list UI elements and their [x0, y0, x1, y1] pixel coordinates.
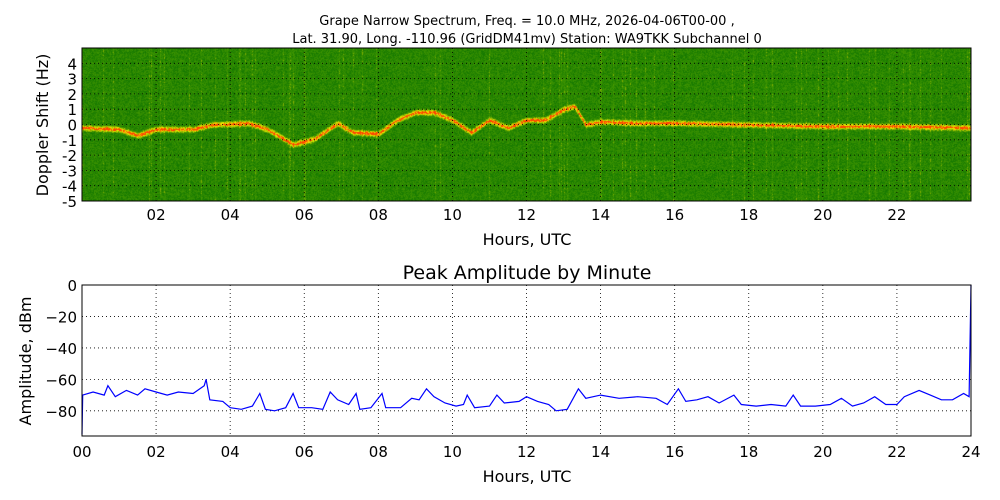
- spectrum-x-tick-label: 14: [591, 206, 610, 224]
- spectrum-title-line2: Lat. 31.90, Long. -110.96 (GridDM41mv) S…: [292, 32, 762, 47]
- amplitude-y-tick-label: −80: [45, 403, 77, 421]
- spectrum-y-label: Doppler Shift (Hz): [33, 54, 52, 197]
- amplitude-x-tick-label: 08: [369, 443, 388, 461]
- spectrum-x-tick-label: 08: [369, 206, 388, 224]
- amplitude-title: Peak Amplitude by Minute: [403, 262, 652, 284]
- spectrum-y-tick-label: 1: [67, 101, 77, 119]
- spectrum-x-tick-label: 12: [517, 206, 536, 224]
- spectrum-x-tick-label: 16: [665, 206, 684, 224]
- spectrum-y-tick-label: 0: [67, 117, 77, 135]
- amplitude-y-tick-label: 0: [67, 277, 77, 295]
- amplitude-x-tick-label: 02: [147, 443, 166, 461]
- amplitude-x-tick-label: 12: [517, 443, 536, 461]
- amplitude-y-tick-label: −40: [45, 340, 77, 358]
- amplitude-x-tick-label: 04: [221, 443, 240, 461]
- spectrum-x-tick-label: 06: [295, 206, 314, 224]
- spectrum-x-label: Hours, UTC: [483, 230, 572, 249]
- amplitude-x-tick-label: 06: [295, 443, 314, 461]
- spectrum-y-tick-label: -2: [62, 147, 77, 165]
- amplitude-x-tick-label: 18: [739, 443, 758, 461]
- spectrum-x-tick-label: 02: [147, 206, 166, 224]
- spectrum-y-tick-label: -3: [62, 162, 77, 180]
- spectrum-title-line1: Grape Narrow Spectrum, Freq. = 10.0 MHz,…: [319, 14, 734, 29]
- amplitude-x-tick-label: 00: [72, 443, 91, 461]
- spectrum-y-tick-label: -1: [62, 132, 77, 150]
- amplitude-x-tick-label: 10: [443, 443, 462, 461]
- spectrum-x-tick-label: 20: [813, 206, 832, 224]
- amplitude-x-tick-label: 22: [887, 443, 906, 461]
- amplitude-x-label: Hours, UTC: [483, 467, 572, 486]
- amplitude-x-tick-label: 20: [813, 443, 832, 461]
- spectrum-x-tick-label: 22: [887, 206, 906, 224]
- amplitude-x-tick-label: 24: [961, 443, 980, 461]
- spectrum-x-tick-label: 04: [221, 206, 240, 224]
- amplitude-y-tick-label: −20: [45, 308, 77, 326]
- spectrum-y-tick-label: 3: [67, 71, 77, 89]
- spectrum-y-tick-label: -4: [62, 178, 77, 196]
- amplitude-x-tick-label: 14: [591, 443, 610, 461]
- spectrum-y-tick-label: 4: [67, 55, 77, 73]
- spectrum-y-tick-label: -5: [62, 193, 77, 211]
- amplitude-x-tick-label: 16: [665, 443, 684, 461]
- amplitude-series-line: [81, 284, 972, 435]
- amplitude-y-label: Amplitude, dBm: [16, 297, 35, 426]
- spectrum-y-tick-label: 2: [67, 86, 77, 104]
- amplitude-plot-frame: [81, 284, 972, 437]
- spectrum-x-tick-label: 18: [739, 206, 758, 224]
- spectrum-x-tick-label: 10: [443, 206, 462, 224]
- amplitude-y-tick-label: −60: [45, 371, 77, 389]
